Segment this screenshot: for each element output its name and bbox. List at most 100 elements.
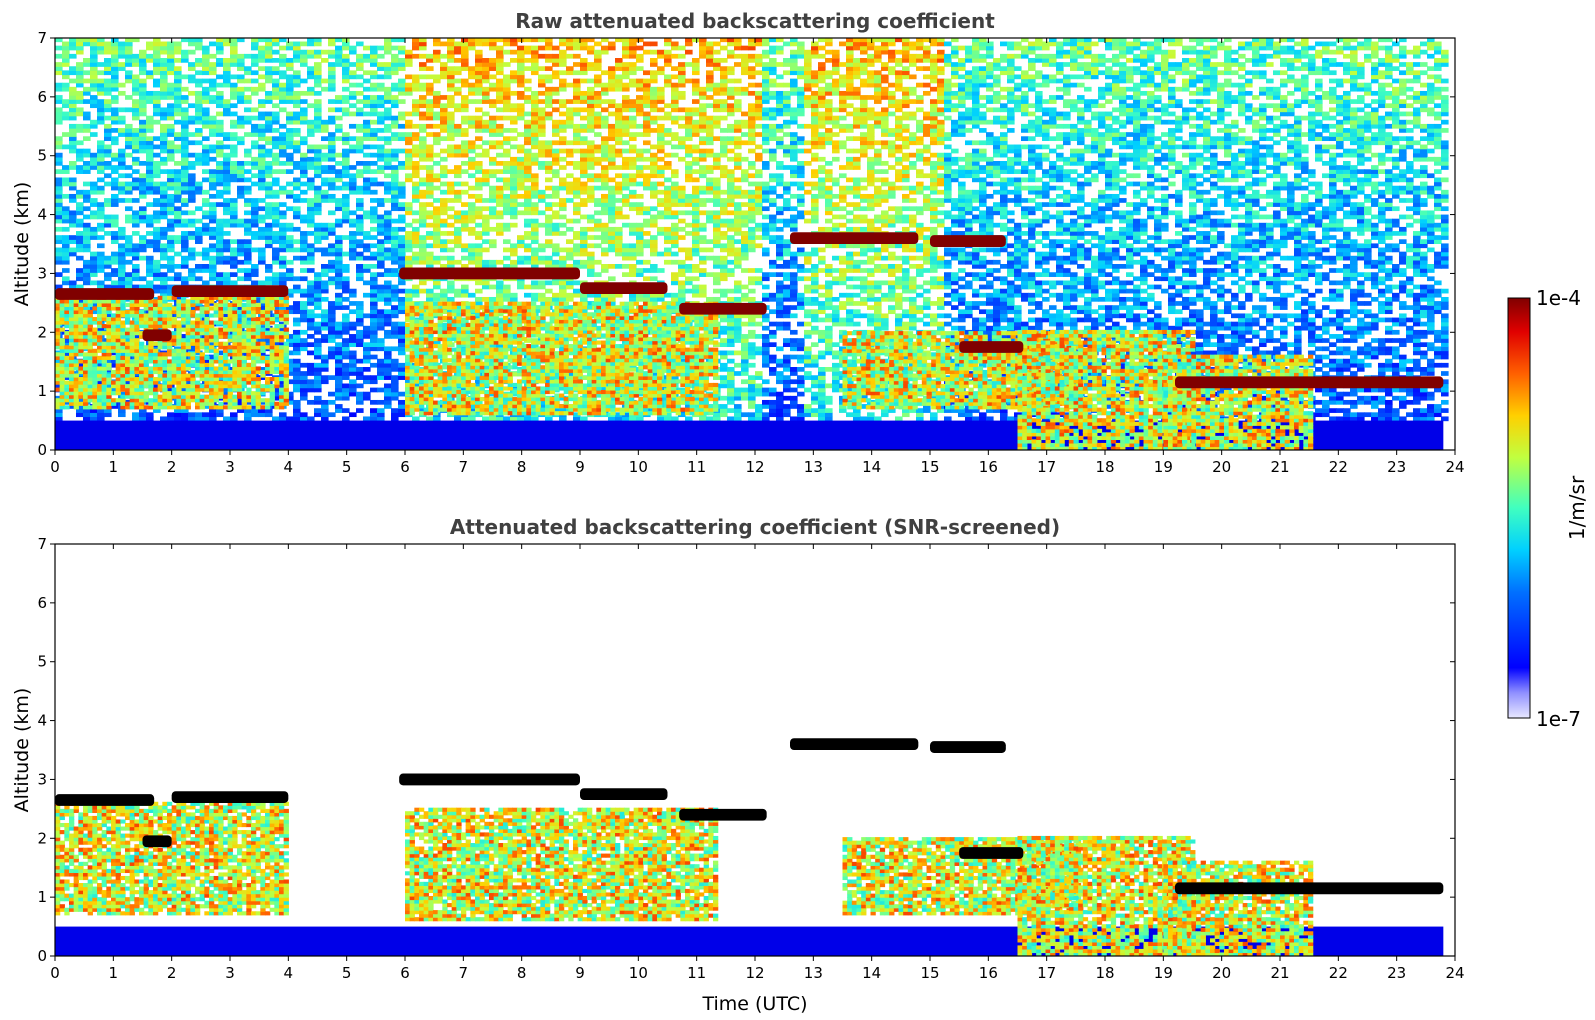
noise-cell [580,189,588,195]
noise-cell [559,156,567,162]
noise-cell [286,206,294,212]
noise-cell [160,128,168,133]
noise-cell [580,140,588,146]
noise-cell [104,152,112,158]
noise-cell [538,284,546,290]
noise-cell [97,169,105,174]
noise-cell [132,255,140,261]
noise-cell [559,38,567,43]
noise-cell [342,317,350,323]
noise-cell [475,165,483,170]
noise-cell [244,226,252,232]
noise-cell [83,305,91,310]
noise-cell [230,412,238,418]
noise-cell [517,66,525,71]
noise-cell [349,111,357,117]
noise-cell [552,123,560,129]
noise-cell [552,86,560,92]
noise-cell [615,181,623,187]
noise-cell [426,193,434,199]
noise-cell [202,62,210,67]
noise-cell [580,99,588,104]
noise-cell [384,86,392,92]
noise-cell [391,259,399,265]
noise-cell [370,280,378,286]
noise-cell [328,391,336,397]
noise-cell [426,185,434,191]
noise-cell [552,193,560,199]
noise-cell [601,177,609,183]
noise-cell [426,111,434,117]
noise-cell [314,387,322,393]
noise-cell [69,177,77,183]
noise-cell [188,222,196,228]
noise-cell [146,284,154,290]
noise-cell [272,235,280,240]
noise-cell [167,66,175,71]
noise-cell [454,165,462,170]
noise-cell [566,264,574,269]
noise-cell [174,235,182,240]
noise-cell [391,95,399,100]
noise-cell [356,62,364,67]
noise-cell [272,387,280,393]
noise-cell [629,296,637,302]
noise-cell [244,132,252,137]
noise-cell [174,276,182,282]
noise-cell [258,132,266,137]
noise-cell [55,206,63,212]
noise-cell [398,399,406,405]
noise-cell [349,358,357,364]
noise-cell [139,206,147,212]
noise-cell [538,82,546,88]
noise-cell [426,288,434,294]
noise-cell [412,148,420,154]
noise-cell [559,181,567,187]
noise-cell [503,416,511,422]
noise-cell [391,367,399,372]
noise-cell [475,210,483,216]
noise-cell [440,288,448,294]
noise-cell [559,148,567,154]
noise-cell [524,99,532,104]
noise-cell [398,247,406,253]
noise-cell [440,206,448,212]
noise-cell [412,82,420,88]
noise-cell [447,181,455,187]
noise-cell [328,301,336,306]
noise-cell [489,198,497,203]
noise-cell [370,99,378,104]
noise-cell [349,247,357,253]
noise-cell [405,264,413,269]
noise-cell [461,214,469,220]
noise-cell [118,152,126,158]
noise-cell [433,206,441,212]
noise-cell [370,128,378,133]
noise-cell [573,95,581,100]
noise-cell [538,107,546,113]
noise-cell [510,74,518,80]
noise-cell [83,111,91,117]
noise-cell [468,334,476,339]
noise-cell [573,243,581,249]
noise-cell [615,132,623,137]
noise-cell [300,107,308,113]
noise-cell [342,214,350,220]
noise-cell [300,58,308,63]
noise-cell [160,280,168,286]
noise-cell [370,288,378,294]
noise-cell [139,103,147,109]
noise-cell [496,140,504,146]
noise-cell [237,243,245,249]
noise-cell [440,231,448,236]
noise-cell [580,185,588,191]
noise-cell [90,268,98,273]
noise-cell [335,346,343,352]
noise-cell [601,226,609,232]
noise-cell [195,70,203,76]
noise-cell [321,123,329,129]
noise-cell [510,136,518,142]
noise-cell [475,247,483,253]
noise-cell [566,280,574,286]
noise-cell [384,371,392,376]
